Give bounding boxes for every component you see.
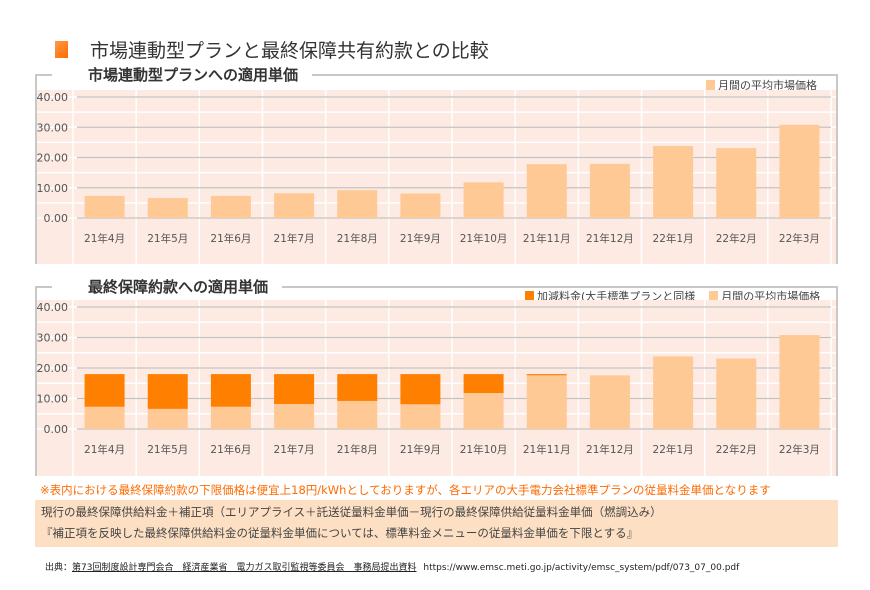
- x-tick-label: 22年1月: [653, 443, 694, 456]
- x-tick-label: 21年9月: [400, 232, 441, 245]
- bar-market-price: [147, 198, 188, 218]
- bar-market-price: [84, 195, 125, 218]
- bar-market-price: [210, 195, 251, 218]
- bar-adder: [337, 374, 378, 401]
- source-citation: 出典：第73回制度設計専門会合 経済産業省 電力ガス取引監視等委員会 事務局提出…: [45, 560, 739, 573]
- bar-adder: [400, 374, 441, 405]
- chart-market-plan: 0.00 10.00 20.00 30.00 40.00 21年4月 21年5月 21年6月 2…: [37, 90, 836, 264]
- x-tick-label: 21年12月: [586, 232, 634, 245]
- bar-market-price: [716, 148, 757, 218]
- bar-adder: [84, 374, 125, 407]
- bar-adder: [147, 374, 188, 409]
- x-tick-label: 21年9月: [400, 443, 441, 456]
- legend-market: 月間の平均市場価格: [706, 77, 817, 93]
- y-tick-label: 30.00: [37, 332, 68, 345]
- bar-market-price: [337, 400, 378, 429]
- x-tick-label: 22年2月: [716, 232, 757, 245]
- plot-background: [37, 90, 836, 264]
- y-tick-label: 20.00: [37, 152, 68, 165]
- bar-market-price: [147, 408, 188, 429]
- bar-market-price: [274, 193, 315, 218]
- bar-market-price: [589, 375, 630, 429]
- chart-panel-last-resort: [35, 286, 838, 476]
- y-tick-label: 40.00: [37, 91, 68, 104]
- formula-line: 『補正項を反映した最終保障供給料金の従量料金単価については、標準料金メニューの従…: [41, 526, 639, 540]
- x-tick-label: 21年8月: [337, 443, 378, 456]
- y-tick-label: 10.00: [37, 182, 68, 195]
- chart-last-resort: 0.00 10.00 20.00 30.00 40.00 21年4月 21年5月 21年6月 2…: [37, 300, 836, 476]
- title-marker-icon: [55, 41, 68, 58]
- x-tick-label: 21年8月: [337, 232, 378, 245]
- bar-market-price: [779, 124, 820, 218]
- y-tick-label: 30.00: [37, 121, 68, 134]
- bar-market-price: [337, 190, 378, 218]
- source-url[interactable]: https://www.emsc.meti.go.jp/activity/ems…: [423, 563, 740, 573]
- x-tick-label: 21年12月: [586, 443, 634, 456]
- x-tick-label: 21年4月: [84, 443, 125, 456]
- x-tick-label: 21年6月: [210, 232, 251, 245]
- x-tick-label: 21年11月: [523, 232, 571, 245]
- x-tick-label: 22年1月: [653, 232, 694, 245]
- legend-swatch-market: [706, 79, 715, 91]
- bar-market-price: [716, 358, 757, 429]
- bar-market-price: [400, 404, 441, 429]
- page-title: 市場連動型プランと最終保障共有約款との比較: [90, 40, 489, 62]
- legend-label-market: 月間の平均市場価格: [721, 290, 821, 303]
- chart-title-last-resort: 最終保障約款への適用単価: [52, 276, 283, 301]
- chart-title-market: 市場連動型プランへの適用単価: [52, 64, 313, 89]
- x-tick-label: 22年3月: [779, 443, 820, 456]
- formula-box: 現行の最終保障供給料金＋補正項（エリアプライス＋託送従量料金単価－現行の最終保障…: [35, 500, 838, 547]
- note-text: ※表内における最終保障約款の下限価格は便宜上18円/kWhとしておりますが、各エ…: [40, 483, 771, 497]
- legend-label-market: 月間の平均市場価格: [718, 79, 817, 92]
- bar-market-price: [84, 406, 125, 429]
- x-tick-label: 21年10月: [460, 443, 508, 456]
- bar-market-price: [463, 393, 504, 429]
- bar-market-price: [779, 335, 820, 429]
- bar-market-price: [210, 406, 251, 429]
- y-tick-label: 20.00: [37, 362, 68, 375]
- x-tick-label: 21年11月: [523, 443, 571, 456]
- legend-swatch-adder: [525, 290, 534, 302]
- y-tick-label: 10.00: [37, 393, 68, 406]
- bar-market-price: [653, 356, 694, 429]
- bar-market-price: [274, 403, 315, 429]
- bar-adder: [463, 374, 504, 394]
- x-tick-label: 22年2月: [716, 443, 757, 456]
- bar-market-price: [526, 375, 567, 429]
- bar-adder: [210, 374, 251, 407]
- bar-market-price: [400, 193, 441, 218]
- y-tick-label: 0.00: [44, 423, 69, 436]
- x-tick-label: 21年7月: [274, 232, 315, 245]
- source-link[interactable]: 第73回制度設計専門会合 経済産業省 電力ガス取引監視等委員会 事務局提出資料: [72, 563, 417, 573]
- bar-market-price: [653, 146, 694, 218]
- x-tick-label: 21年10月: [460, 232, 508, 245]
- legend-swatch-market: [709, 290, 719, 302]
- x-tick-label: 22年3月: [779, 232, 820, 245]
- x-tick-label: 21年5月: [147, 232, 188, 245]
- bar-market-price: [463, 182, 504, 218]
- bar-market-price: [589, 163, 630, 218]
- x-tick-label: 21年6月: [210, 443, 251, 456]
- bar-adder: [274, 374, 315, 404]
- y-tick-label: 0.00: [44, 212, 69, 225]
- x-tick-label: 21年5月: [147, 443, 188, 456]
- x-tick-label: 21年7月: [274, 443, 315, 456]
- x-tick-label: 21年4月: [84, 232, 125, 245]
- chart-panel-market: [35, 74, 838, 264]
- formula-line: 現行の最終保障供給料金＋補正項（エリアプライス＋託送従量料金単価－現行の最終保障…: [41, 505, 662, 519]
- legend-last-resort: 加減料金(大手標準プランと同様 月間の平均市場価格: [525, 288, 820, 304]
- bar-adder: [526, 374, 567, 376]
- y-tick-label: 40.00: [37, 301, 68, 314]
- source-label: 出典：: [45, 563, 73, 573]
- legend-label-adder: 加減料金(大手標準プランと同様: [537, 290, 696, 303]
- bar-market-price: [526, 164, 567, 218]
